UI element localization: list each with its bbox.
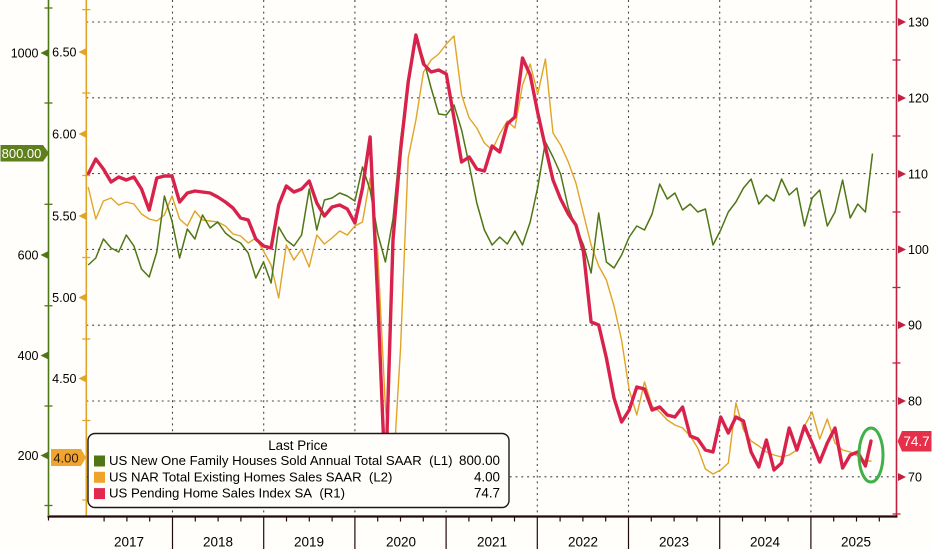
svg-text:2017: 2017	[114, 535, 144, 549]
svg-text:100: 100	[908, 243, 929, 257]
svg-text:90: 90	[908, 318, 922, 332]
svg-text:Last Price: Last Price	[268, 438, 328, 453]
svg-text:80: 80	[908, 394, 922, 408]
svg-text:74.7: 74.7	[474, 486, 500, 501]
svg-text:4.00: 4.00	[474, 469, 500, 484]
svg-text:6.50: 6.50	[52, 45, 76, 59]
svg-text:2025: 2025	[841, 535, 871, 549]
svg-text:US New One Family Houses Sold: US New One Family Houses Sold Annual Tot…	[109, 453, 453, 468]
svg-text:2022: 2022	[568, 535, 598, 549]
svg-text:74.7: 74.7	[903, 434, 929, 449]
svg-text:4.00: 4.00	[53, 450, 78, 465]
svg-text:5.00: 5.00	[52, 291, 76, 305]
svg-text:2018: 2018	[203, 535, 233, 549]
svg-text:120: 120	[908, 91, 929, 105]
svg-text:110: 110	[908, 167, 928, 181]
svg-text:70: 70	[908, 470, 922, 484]
svg-text:2019: 2019	[294, 535, 324, 549]
svg-text:US NAR Total Existing Homes Sa: US NAR Total Existing Homes Sales SAAR (…	[109, 469, 392, 484]
svg-text:1000: 1000	[11, 46, 39, 60]
svg-text:2021: 2021	[477, 535, 507, 549]
svg-text:2023: 2023	[659, 535, 689, 549]
svg-text:800.00: 800.00	[2, 146, 42, 161]
svg-text:4.50: 4.50	[52, 372, 76, 386]
svg-text:US Pending Home Sales Index SA: US Pending Home Sales Index SA (R1)	[109, 486, 345, 501]
svg-text:800.00: 800.00	[459, 453, 500, 468]
svg-text:6.00: 6.00	[52, 127, 76, 141]
svg-text:200: 200	[18, 449, 39, 463]
svg-text:600: 600	[18, 248, 39, 262]
svg-text:130: 130	[908, 15, 929, 29]
svg-text:2020: 2020	[386, 535, 416, 549]
svg-text:5.50: 5.50	[52, 209, 76, 223]
svg-text:2024: 2024	[750, 535, 781, 549]
svg-text:400: 400	[18, 349, 39, 363]
